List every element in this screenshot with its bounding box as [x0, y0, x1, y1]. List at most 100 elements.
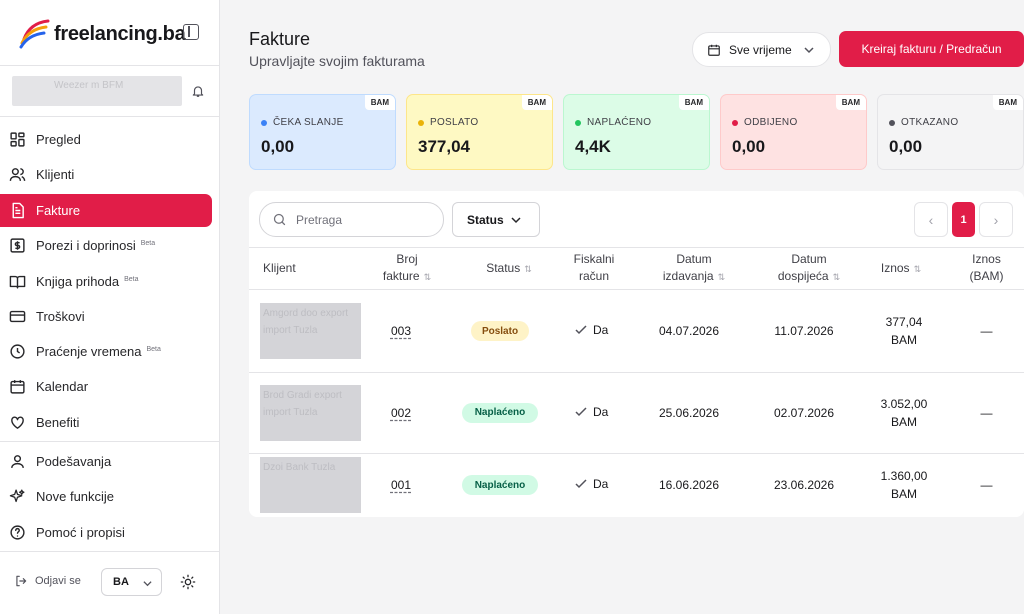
summary-card[interactable]: BAM OTKAZANO 0,00 [877, 94, 1024, 170]
check-icon [575, 406, 587, 416]
summary-value: 377,04 [418, 137, 470, 156]
logout-button[interactable]: Odjavi se [14, 574, 81, 588]
current-page-button[interactable]: 1 [952, 202, 975, 237]
language-select[interactable]: BA [101, 568, 162, 596]
nav-item-porezi[interactable]: Porezi i doprinosi Beta [0, 229, 212, 262]
nav-item-label: Fakture [36, 203, 81, 218]
sort-icon: ⇅ [832, 272, 841, 282]
card-icon [8, 308, 26, 326]
status-badge: Poslato [471, 321, 529, 341]
summary-label: ČEKA SLANJE [261, 117, 344, 128]
due-date: 02.07.2026 [773, 405, 835, 420]
status-badge: Naplaćeno [462, 475, 538, 495]
fiscal-status: Da [575, 323, 608, 337]
divider [0, 551, 220, 552]
currency-badge: BAM [835, 95, 866, 110]
logout-icon [16, 575, 27, 587]
page-subtitle: Upravljajte svojim fakturama [249, 53, 425, 69]
status-filter[interactable]: Status [452, 202, 540, 237]
amount-currency: BAM [890, 487, 917, 501]
nav-item-pracenje-vremena[interactable]: Praćenje vremena Beta [0, 335, 212, 368]
summary-card[interactable]: BAM ODBIJENO 0,00 [720, 94, 867, 170]
brand-name: freelancing.ba [54, 22, 186, 45]
collapse-sidebar-icon[interactable] [183, 24, 199, 40]
column-header-due[interactable]: Datum dospijeća ⇅ [759, 251, 859, 286]
invoice-number[interactable]: 001 [390, 478, 412, 492]
summary-label: NAPLAĆENO [575, 117, 651, 128]
sort-icon: ⇅ [913, 264, 922, 274]
summary-value: 0,00 [889, 137, 923, 156]
summary-label: POSLATO [418, 117, 478, 128]
clock-icon [8, 343, 26, 361]
nav-item-fakture[interactable]: Fakture [0, 194, 212, 227]
column-header-amount[interactable]: Iznos ⇅ [861, 260, 941, 278]
divider [249, 247, 1024, 248]
amount-bam: — [980, 478, 993, 492]
column-header-client[interactable]: Klijent [263, 260, 296, 277]
column-header-status[interactable]: Status ⇅ [459, 260, 559, 278]
column-header-amount-bam[interactable]: Iznos (BAM) [954, 251, 1019, 285]
client-name[interactable]: Dzoi Bank Tuzla [260, 457, 361, 513]
heart-icon [8, 414, 26, 432]
next-page-button[interactable]: › [979, 202, 1013, 237]
nav-item-label: Pregled [36, 132, 81, 147]
summary-card[interactable]: BAM NAPLAĆENO 4,4K [563, 94, 710, 170]
sort-icon: ⇅ [423, 272, 432, 282]
dashboard-icon [8, 131, 26, 149]
currency-badge: BAM [992, 95, 1023, 110]
nav-item-pregled[interactable]: Pregled [0, 123, 212, 156]
search-input[interactable]: Pretraga [259, 202, 444, 237]
document-icon [8, 202, 26, 220]
nav-item-label: Nove funkcije [36, 489, 115, 504]
nav-item-troskovi[interactable]: Troškovi [0, 300, 212, 333]
client-name[interactable]: Amgord doo export import Tuzla [260, 303, 361, 359]
sparkles-icon [8, 488, 26, 506]
bell-icon[interactable] [191, 84, 205, 98]
nav-item-label: Troškovi [36, 309, 85, 324]
invoices-panel: Pretraga Status ‹ 1 › Klijent Broj faktur… [249, 191, 1024, 517]
nav-item-kalendar[interactable]: Kalendar [0, 370, 212, 403]
nav-item-podesavanja[interactable]: Podešavanja [0, 445, 212, 478]
nav-item-pomoc-i-propisi[interactable]: Pomoć i propisi [0, 516, 212, 549]
nav-item-label: Pomoć i propisi [36, 525, 125, 540]
column-header-fiscal[interactable]: Fiskalni račun [554, 251, 634, 285]
summary-label-text: NAPLAĆENO [587, 117, 652, 128]
summary-card[interactable]: BAM POSLATO 377,04 [406, 94, 553, 170]
invoice-number[interactable]: 003 [390, 324, 412, 338]
dollar-icon [8, 237, 26, 255]
client-name[interactable]: Brod Gradi export import Tuzla [260, 384, 361, 441]
brand-icon [18, 17, 52, 51]
date-range-filter[interactable]: Sve vrijeme [692, 32, 831, 67]
account-selector[interactable]: Weezer m BFM [12, 76, 182, 106]
summary-card[interactable]: BAM ČEKA SLANJE 0,00 [249, 94, 396, 170]
chevron-down-icon [143, 581, 152, 587]
nav-item-benefiti[interactable]: Benefiti [0, 406, 212, 439]
column-label: izdavanja [662, 269, 714, 283]
check-icon [575, 325, 587, 335]
currency-badge: BAM [364, 95, 395, 110]
issue-date: 04.07.2026 [658, 324, 720, 338]
invoice-number[interactable]: 002 [390, 405, 412, 420]
column-label: Fiskalni [573, 252, 615, 266]
create-invoice-button[interactable]: Kreiraj fakturu / Predračun [839, 31, 1024, 67]
prev-page-button[interactable]: ‹ [914, 202, 948, 237]
row-divider [249, 372, 1024, 373]
beta-badge: Beta [146, 345, 161, 353]
sun-icon[interactable] [180, 574, 196, 590]
column-header-number[interactable]: Broj fakture ⇅ [367, 251, 447, 286]
row-divider [249, 453, 1024, 454]
fiscal-value: Da [593, 404, 609, 419]
amount-value: 3.052,00 [880, 396, 928, 411]
amount: 1.360,00 BAM [864, 467, 944, 503]
nav-item-knjiga-prihoda[interactable]: Knjiga prihoda Beta [0, 265, 212, 298]
divider [0, 65, 220, 66]
column-header-issued[interactable]: Datum izdavanja ⇅ [644, 251, 744, 286]
nav-item-klijenti[interactable]: Klijenti [0, 158, 212, 191]
chevron-down-icon [511, 216, 521, 223]
brand-logo[interactable]: freelancing.ba [18, 14, 208, 54]
nav-item-nove-funkcije[interactable]: Nove funkcije [0, 480, 212, 513]
divider [0, 441, 220, 442]
summary-value: 0,00 [261, 137, 295, 156]
book-icon [8, 273, 26, 291]
help-icon [8, 524, 26, 542]
